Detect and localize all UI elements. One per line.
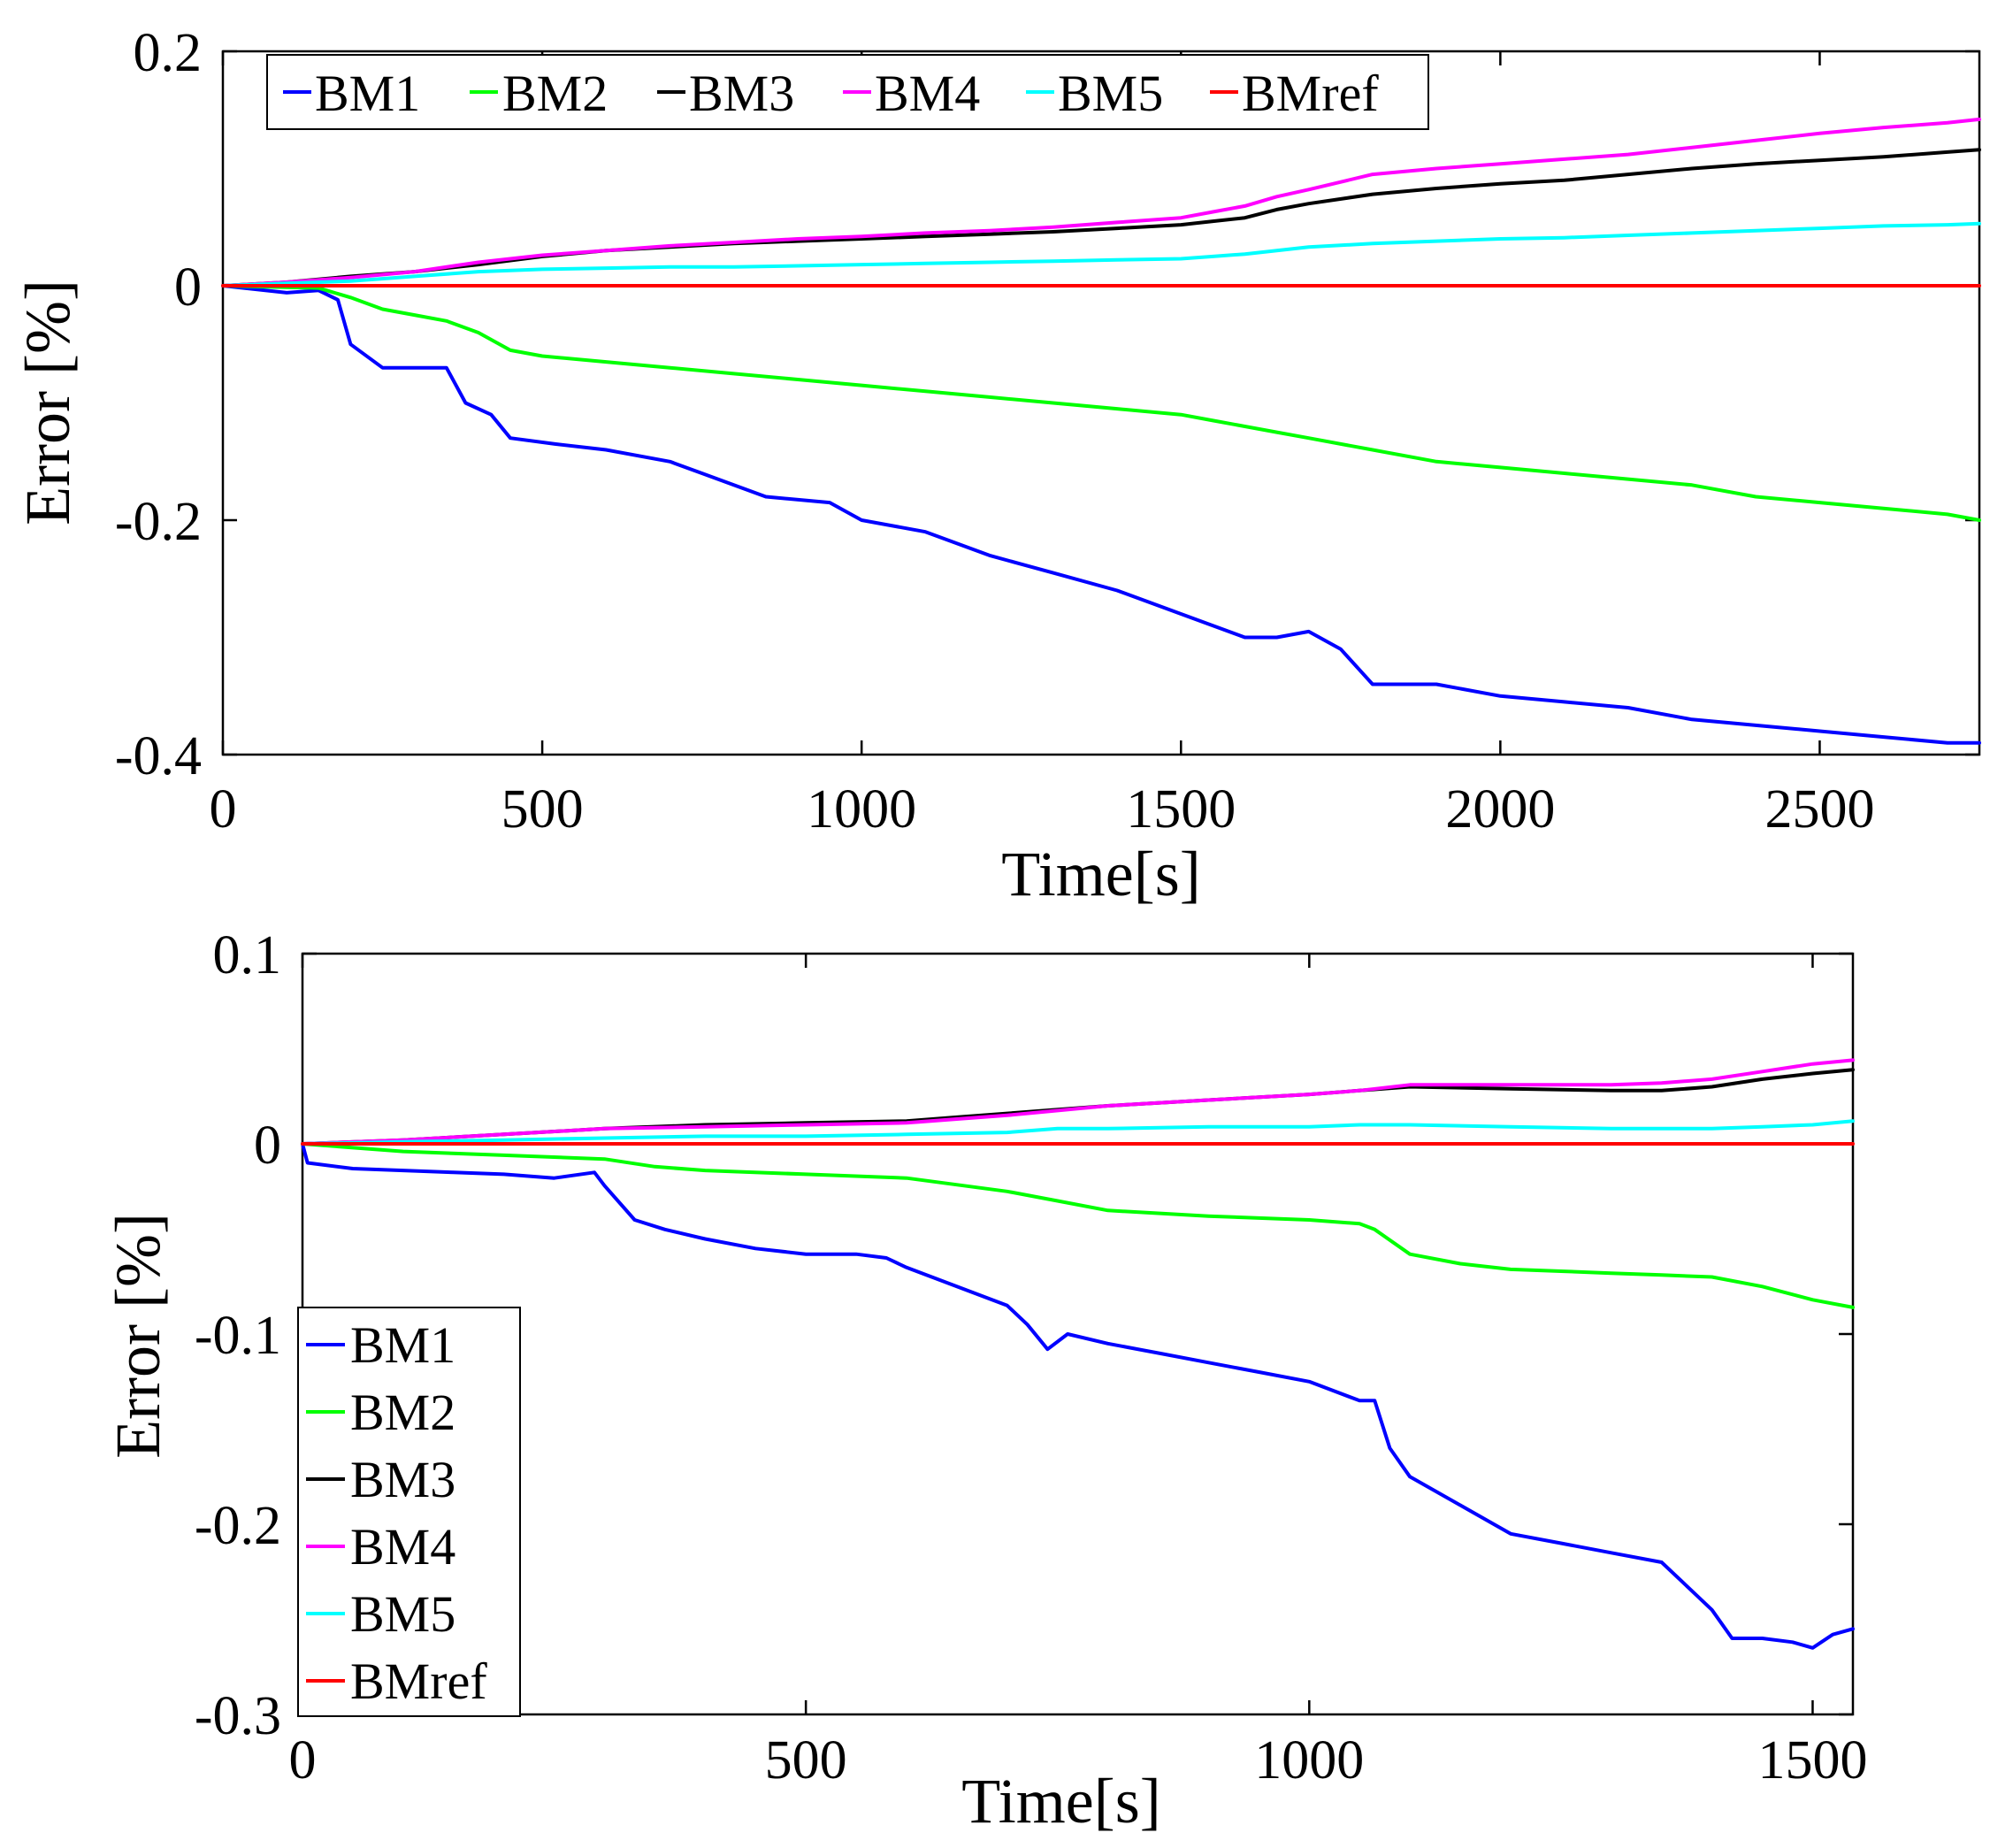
x-tick-label-top-3: 1500	[1126, 779, 1236, 840]
x-tick-label-top-2: 1000	[807, 779, 916, 840]
legend-label-top-bm2: BM2	[502, 65, 608, 122]
legend-bottom: BM1 BM2 BM3 BM4 BM5 BMref	[297, 1307, 521, 1717]
chart-top: 0 500 1000 1500 2000 2500 0.2 0 -0.2 -0.4 Time[s]…	[12, 23, 1981, 909]
ticks-top: 0 500 1000 1500 2000 2500 0.2 0 -0.2 -0.4	[115, 23, 1979, 840]
legend-item-bottom-bm1: BM1	[306, 1316, 455, 1374]
y-tick-label-top-1: 0	[174, 257, 202, 318]
y-tick-label-bottom-4: -0.3	[195, 1686, 281, 1746]
legend-item-bottom-bm3: BM3	[306, 1451, 455, 1508]
legend-label-top-bm4: BM4	[875, 65, 980, 122]
y-axis-label-bottom: Error [%]	[103, 1213, 173, 1459]
series-line-top-bm5	[221, 221, 1981, 288]
series-line-top-bm1	[221, 284, 1981, 745]
legend-item-bottom-bm4: BM4	[306, 1518, 455, 1576]
x-tick-label-top-0: 0	[210, 779, 237, 840]
plot-area-bottom	[301, 952, 1855, 1716]
x-tick-label-top-1: 500	[501, 779, 584, 840]
legend-item-top-bm1: BM1	[283, 65, 420, 122]
legend-item-bottom-bm2: BM2	[306, 1384, 455, 1441]
ticks-bottom: 0 500 1000 1500 0.1 0 -0.1 -0.2 -0.3	[195, 925, 1868, 1790]
y-axis-label-top: Error [%]	[12, 280, 83, 525]
legend-top: BM1 BM2 BM3 BM4 BM5 BMref	[266, 54, 1429, 130]
legend-label-bottom-bm4: BM4	[350, 1518, 455, 1576]
chart-bottom: 0 500 1000 1500 0.1 0 -0.1 -0.2 -0.3 Time[s] Err…	[103, 925, 1867, 1836]
series-lines-top	[221, 117, 1981, 745]
legend-label-bottom-bm1: BM1	[350, 1316, 455, 1374]
series-line-bottom-bm4	[301, 1058, 1855, 1146]
series-line-bottom-bm1	[301, 1142, 1855, 1650]
legend-label-top-bmref: BMref	[1242, 65, 1379, 122]
y-tick-label-top-2: -0.2	[115, 492, 202, 552]
series-line-top-bm4	[221, 117, 1981, 288]
series-line-top-bm2	[221, 284, 1981, 522]
x-tick-label-top-4: 2000	[1445, 779, 1555, 840]
legend-label-bottom-bmref: BMref	[350, 1652, 487, 1710]
y-tick-label-bottom-1: 0	[254, 1116, 281, 1176]
legend-item-top-bm4: BM4	[843, 65, 980, 122]
legend-label-top-bm3: BM3	[689, 65, 794, 122]
legend-item-bottom-bm5: BM5	[306, 1585, 455, 1643]
legend-item-top-bm5: BM5	[1026, 65, 1163, 122]
x-tick-label-bottom-0: 0	[289, 1730, 317, 1790]
legend-label-bottom-bm3: BM3	[350, 1451, 455, 1508]
y-tick-label-top-3: -0.4	[115, 726, 202, 786]
legend-box-bottom	[297, 1307, 521, 1717]
x-tick-label-bottom-3: 1500	[1757, 1730, 1867, 1790]
y-tick-label-bottom-2: -0.1	[195, 1306, 281, 1366]
legend-item-top-bm2: BM2	[470, 65, 608, 122]
plot-area-top	[221, 50, 1981, 756]
series-line-bottom-bm2	[301, 1142, 1855, 1309]
x-tick-label-bottom-2: 1000	[1254, 1730, 1364, 1790]
y-tick-label-bottom-0: 0.1	[213, 925, 282, 985]
legend-item-top-bmref: BMref	[1210, 65, 1379, 122]
legend-item-top-bm3: BM3	[657, 65, 794, 122]
legend-label-bottom-bm2: BM2	[350, 1384, 455, 1441]
legend-label-top-bm5: BM5	[1058, 65, 1163, 122]
x-axis-label-bottom: Time[s]	[961, 1766, 1160, 1836]
legend-item-bottom-bmref: BMref	[306, 1652, 487, 1710]
x-tick-label-bottom-1: 500	[765, 1730, 847, 1790]
series-lines-bottom	[301, 1058, 1855, 1650]
x-tick-label-top-5: 2500	[1764, 779, 1874, 840]
y-tick-label-top-0: 0.2	[134, 23, 203, 83]
legend-label-bottom-bm5: BM5	[350, 1585, 455, 1643]
y-tick-label-bottom-3: -0.2	[195, 1496, 281, 1556]
legend-label-top-bm1: BM1	[315, 65, 420, 122]
series-line-bottom-bm5	[301, 1119, 1855, 1146]
x-axis-label-top: Time[s]	[1001, 839, 1200, 909]
